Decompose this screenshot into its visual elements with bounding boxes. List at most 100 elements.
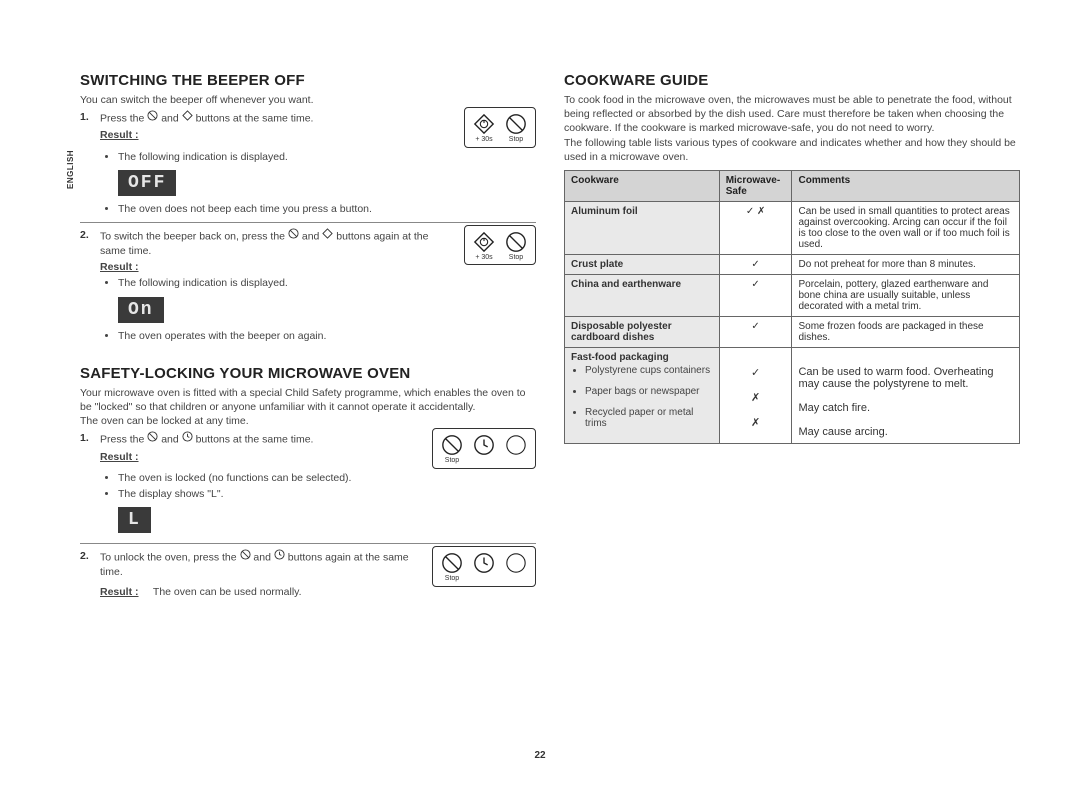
step1-bullets: The following indication is displayed. xyxy=(80,150,536,164)
step-number: 2. xyxy=(80,550,94,562)
clock-button-icon xyxy=(473,552,495,583)
step-number: 1. xyxy=(80,432,94,444)
stop-button-icon: Stop xyxy=(441,434,463,465)
cell-safe: ✓ ✗ xyxy=(719,201,792,254)
plus30-label: + 30s xyxy=(475,135,492,144)
and-text: and xyxy=(161,113,181,125)
list-item: Paper bags or newspaper xyxy=(585,386,713,397)
stop-icon xyxy=(147,431,158,446)
comment-text: May catch fire. xyxy=(798,402,870,414)
cell-comment: Can be used to warm food. Overheating ma… xyxy=(792,347,1020,443)
table-row: Aluminum foil ✓ ✗ Can be used in small q… xyxy=(565,201,1020,254)
stop-label: Stop xyxy=(509,135,523,144)
result-label: Result : xyxy=(100,585,139,599)
step1b-bullets: The oven does not beep each time you pre… xyxy=(80,202,536,216)
lock-intro1: Your microwave oven is fitted with a spe… xyxy=(80,386,536,414)
beeper-intro: You can switch the beeper off whenever y… xyxy=(80,93,536,107)
col-microwave-safe: Microwave-Safe xyxy=(719,170,792,201)
cookware-title: COOKWARE GUIDE xyxy=(564,72,1020,89)
two-column-layout: SWITCHING THE BEEPER OFF You can switch … xyxy=(80,72,1020,600)
plus30-button-icon: + 30s xyxy=(473,231,495,262)
bullet: The oven is locked (no functions can be … xyxy=(118,471,536,485)
button-panel-stop-clock: Stop xyxy=(432,428,536,468)
right-column: COOKWARE GUIDE To cook food in the micro… xyxy=(564,72,1020,600)
table-row: Disposable polyester cardboard dishes ✓ … xyxy=(565,316,1020,347)
cell-cookware: Crust plate xyxy=(565,254,720,274)
cookware-intro: To cook food in the microwave oven, the … xyxy=(564,93,1020,164)
button-panel-stop-clock: Stop xyxy=(432,546,536,586)
bullet: The oven does not beep each time you pre… xyxy=(118,202,536,216)
cell-comment: Some frozen foods are packaged in these … xyxy=(792,316,1020,347)
cell-safe: ✓ xyxy=(719,316,792,347)
manual-page: ENGLISH SWITCHING THE BEEPER OFF You can… xyxy=(0,0,1080,789)
lock-step2-pre: To unlock the oven, press the xyxy=(100,551,240,563)
cell-safe: ✓ ✗ ✗ xyxy=(719,347,792,443)
beeper-title: SWITCHING THE BEEPER OFF xyxy=(80,72,536,89)
result-label: Result : xyxy=(100,128,139,142)
safe-mark: ✗ xyxy=(751,391,760,404)
plus30-button-icon: + 30s xyxy=(473,113,495,144)
stop-button-icon: Stop xyxy=(505,113,527,144)
cell-safe: ✓ xyxy=(719,274,792,316)
cell-cookware-fastfood: Fast-food packaging Polystyrene cups con… xyxy=(565,347,720,443)
cell-cookware: Aluminum foil xyxy=(565,201,720,254)
step2-bullets: The following indication is displayed. xyxy=(80,276,536,290)
lock-title: SAFETY-LOCKING YOUR MICROWAVE OVEN xyxy=(80,365,536,382)
bullet: The following indication is displayed. xyxy=(118,276,536,290)
and-text: and xyxy=(161,434,181,446)
comment-text: May cause arcing. xyxy=(798,426,887,438)
safe-mark: ✓ xyxy=(751,366,760,379)
button-panel-plus30-stop: + 30s Stop xyxy=(464,225,536,265)
step-number: 1. xyxy=(80,111,94,123)
comment-text: Can be used to warm food. Overheating ma… xyxy=(798,366,1013,390)
button-panel-plus30-stop: + 30s Stop xyxy=(464,107,536,147)
beeper-step1: 1. + 30s Stop Press the an xyxy=(80,111,536,147)
list-item: Polystyrene cups containers xyxy=(585,365,713,376)
blank-button-icon xyxy=(505,434,527,465)
divider xyxy=(80,543,536,544)
cell-comment: Can be used in small quantities to prote… xyxy=(792,201,1020,254)
plus30-label: + 30s xyxy=(475,253,492,262)
cookware-table: Cookware Microwave-Safe Comments Aluminu… xyxy=(564,170,1020,444)
cell-comment: Do not preheat for more than 8 minutes. xyxy=(792,254,1020,274)
result-label: Result : xyxy=(100,450,139,464)
table-row: Crust plate ✓ Do not preheat for more th… xyxy=(565,254,1020,274)
cell-safe: ✓ xyxy=(719,254,792,274)
step2b-bullets: The oven operates with the beeper on aga… xyxy=(80,329,536,343)
lock-step1-post: buttons at the same time. xyxy=(196,434,314,446)
divider xyxy=(80,222,536,223)
language-tab: ENGLISH xyxy=(66,150,75,189)
left-column: SWITCHING THE BEEPER OFF You can switch … xyxy=(80,72,536,600)
and-text: and xyxy=(302,230,322,242)
stop-button-icon: Stop xyxy=(441,552,463,583)
step1-text-pre: Press the xyxy=(100,113,147,125)
bullet: The oven operates with the beeper on aga… xyxy=(118,329,536,343)
table-row-fastfood: Fast-food packaging Polystyrene cups con… xyxy=(565,347,1020,443)
lock-result2: The oven can be used normally. xyxy=(153,586,302,598)
col-cookware: Cookware xyxy=(565,170,720,201)
cell-cookware: China and earthenware xyxy=(565,274,720,316)
stop-button-icon: Stop xyxy=(505,231,527,262)
clock-button-icon xyxy=(473,434,495,465)
beeper-step2: 2. + 30s Stop To switch the beeper back … xyxy=(80,229,536,275)
clock-icon xyxy=(182,431,193,446)
lock-step1: 1. Stop xyxy=(80,432,536,468)
stop-label: Stop xyxy=(445,574,459,583)
lock-step1-bullets: The oven is locked (no functions can be … xyxy=(80,471,536,501)
list-item: Recycled paper or metal trims xyxy=(585,407,713,429)
stop-icon xyxy=(240,549,251,564)
blank-button-icon xyxy=(505,552,527,583)
display-off: OFF xyxy=(118,170,176,196)
fastfood-head: Fast-food packaging xyxy=(571,352,669,363)
table-row: China and earthenware ✓ Porcelain, potte… xyxy=(565,274,1020,316)
stop-icon xyxy=(147,110,158,125)
col-comments: Comments xyxy=(792,170,1020,201)
display-on: On xyxy=(118,297,164,323)
step-number: 2. xyxy=(80,229,94,241)
clock-icon xyxy=(274,549,285,564)
page-number: 22 xyxy=(0,750,1080,761)
and-text: and xyxy=(253,551,273,563)
stop-icon xyxy=(288,228,299,243)
lock-step2: 2. Stop xyxy=(80,550,536,600)
plus30-icon xyxy=(182,110,193,125)
